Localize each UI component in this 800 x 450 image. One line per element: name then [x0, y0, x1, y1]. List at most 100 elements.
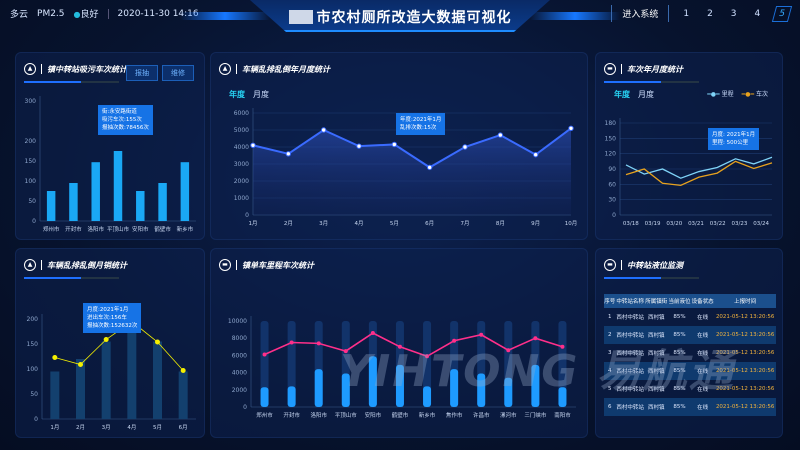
y-tick-label: 90: [608, 166, 616, 173]
bar: [101, 341, 111, 419]
table-row[interactable]: 4 西村中转站 西村镇 85% 在线 2021-05-12 13:20:56: [604, 362, 776, 380]
x-tick-label: 4月: [127, 424, 136, 431]
bar: [91, 162, 100, 221]
bar: [450, 369, 459, 407]
bar: [531, 364, 540, 407]
table-cell: 西村镇: [644, 398, 668, 416]
repair-button[interactable]: 维修: [162, 65, 194, 81]
station-table: 序号 中转站名称 所属镇街 当前液位 设备状态 上报时间 1 西村中转站 西村镇 85% 在线 20…: [604, 294, 776, 416]
y-tick-label: 30: [608, 197, 616, 204]
page-4[interactable]: 4: [754, 8, 761, 19]
table-row[interactable]: 1 西村中转站 西村镇 85% 在线 2021-05-12 13:20:56: [604, 308, 776, 326]
x-tick-label: 鹤壁市: [154, 225, 171, 233]
y-tick-label: 60: [608, 181, 616, 188]
y-tick-label: 3000: [234, 161, 249, 168]
table-row[interactable]: 5 西村中转站 西村镇 85% 在线 2021-05-12 13:20:56: [604, 380, 776, 398]
title-underline: [24, 81, 119, 83]
table-cell: 西村中转站: [616, 315, 644, 321]
table-cell: 西村中转站: [615, 326, 645, 344]
data-point: [262, 352, 267, 357]
table-cell: 2021-05-12 13:20:56: [715, 313, 775, 320]
data-point: [356, 143, 362, 149]
x-tick-label: 03/22: [710, 221, 726, 227]
legend-mileage[interactable]: ━●━ 里程: [707, 91, 734, 98]
header-decoration: [530, 12, 620, 20]
data-point: [568, 125, 574, 132]
data-point: [343, 349, 348, 354]
table-cell: 西村镇: [647, 315, 665, 321]
bar-line-chart: 0 50 100 150 200 1月 2月 3月 4月 5月 6月: [27, 314, 196, 431]
x-tick-label: 4月: [355, 220, 364, 227]
y-tick-label: 0: [34, 416, 38, 423]
area-fill: [253, 128, 571, 215]
weather: 多云: [10, 10, 29, 20]
x-tick-label: 开封市: [283, 411, 300, 419]
bar: [46, 191, 56, 221]
data-point: [180, 368, 186, 373]
bar: [127, 321, 137, 419]
x-tick-label: 许昌市: [473, 411, 490, 419]
page-3[interactable]: 3: [730, 8, 737, 19]
page-5[interactable]: 5: [772, 5, 793, 22]
table-row[interactable]: 3 西村中转站 西村镇 85% 在线 2021-05-12 13:20:56: [604, 344, 776, 362]
x-tick-label: 1月: [50, 424, 59, 431]
report-button[interactable]: 报抽: [126, 65, 158, 81]
y-tick-label: 0: [612, 212, 616, 219]
table-row[interactable]: 2 西村中转站 西村镇 85% 在线 2021-05-12 13:20:56: [604, 326, 776, 344]
table-cell: 1: [608, 314, 612, 320]
legend-trips[interactable]: ━●━ 车次: [741, 91, 768, 98]
data-point: [250, 142, 256, 149]
data-point: [426, 164, 433, 171]
panel-trips-yearly: ▬ 车次年月度统计 年度 月度 ━●━ 里程 ━●━ 车次 0 30 60 90 120 15…: [595, 52, 783, 240]
x-tick-label: 5月: [153, 424, 162, 431]
chart-icon: ▲: [24, 63, 36, 75]
bar-background: [558, 321, 567, 407]
page-2[interactable]: 2: [707, 8, 713, 19]
chart-tooltip: 年度:2021年1月 乱排次数:15次: [396, 113, 446, 135]
page-1[interactable]: 1: [683, 8, 690, 19]
bar: [314, 369, 323, 407]
bar: [423, 386, 432, 407]
tab-year[interactable]: 年度: [614, 90, 630, 99]
table-cell: 在线: [697, 387, 709, 393]
x-tick-label: 2月: [284, 220, 293, 227]
table-cell: 西村中转站: [616, 387, 644, 393]
table-row[interactable]: 6 西村中转站 西村镇 85% 在线 2021-05-12 13:20:56: [604, 398, 776, 416]
data-point: [52, 355, 58, 360]
data-point: [289, 340, 294, 345]
data-point: [285, 151, 292, 157]
series-line-车次: [625, 160, 773, 187]
x-tick-label: 新乡市: [419, 411, 436, 419]
header-decoration: [180, 12, 270, 20]
y-tick-label: 6000: [232, 352, 247, 359]
table-header: 序号 中转站名称 所属镇街 当前液位 设备状态 上报时间: [604, 294, 776, 308]
column-header: 设备状态: [691, 294, 715, 308]
x-tick-label: 10月: [565, 220, 578, 227]
x-tick-label: 南阳市: [554, 411, 571, 419]
tab-year[interactable]: 年度: [229, 90, 245, 99]
bar: [504, 377, 513, 407]
table-cell: 西村镇: [644, 326, 668, 344]
bar-background: [260, 321, 269, 407]
bar: [341, 373, 350, 407]
bar: [76, 359, 85, 419]
enter-system-button[interactable]: 进入系统: [611, 5, 670, 22]
table-cell: 2021-05-12 13:20:56: [714, 326, 776, 344]
x-tick-label: 鹤壁市: [392, 411, 409, 419]
tab-month[interactable]: 月度: [638, 90, 654, 99]
tab-month[interactable]: 月度: [253, 90, 269, 99]
data-point: [320, 127, 327, 133]
bar-line-chart: 0 2000 4000 6000 8000 10000 郑州市 开封市 洛阳市 平顶山市 安阳市 鹤壁…: [228, 316, 576, 419]
x-tick-label: 2月: [76, 424, 85, 431]
x-tick-label: 5月: [390, 220, 399, 227]
y-tick-label: 100: [25, 178, 37, 185]
bar-background: [423, 321, 432, 407]
table-cell: 在线: [697, 351, 709, 357]
x-tick-label: 安阳市: [365, 411, 382, 419]
x-tick-label: 3月: [102, 424, 111, 431]
table-cell: 西村中转站: [616, 351, 644, 357]
column-header: 序号: [604, 294, 616, 308]
y-tick-label: 4000: [234, 144, 249, 151]
title-underline: [24, 277, 119, 279]
chart-tooltip: 街:永安路街道 吸污车次:155次 报抽次数:78456次: [98, 105, 153, 135]
